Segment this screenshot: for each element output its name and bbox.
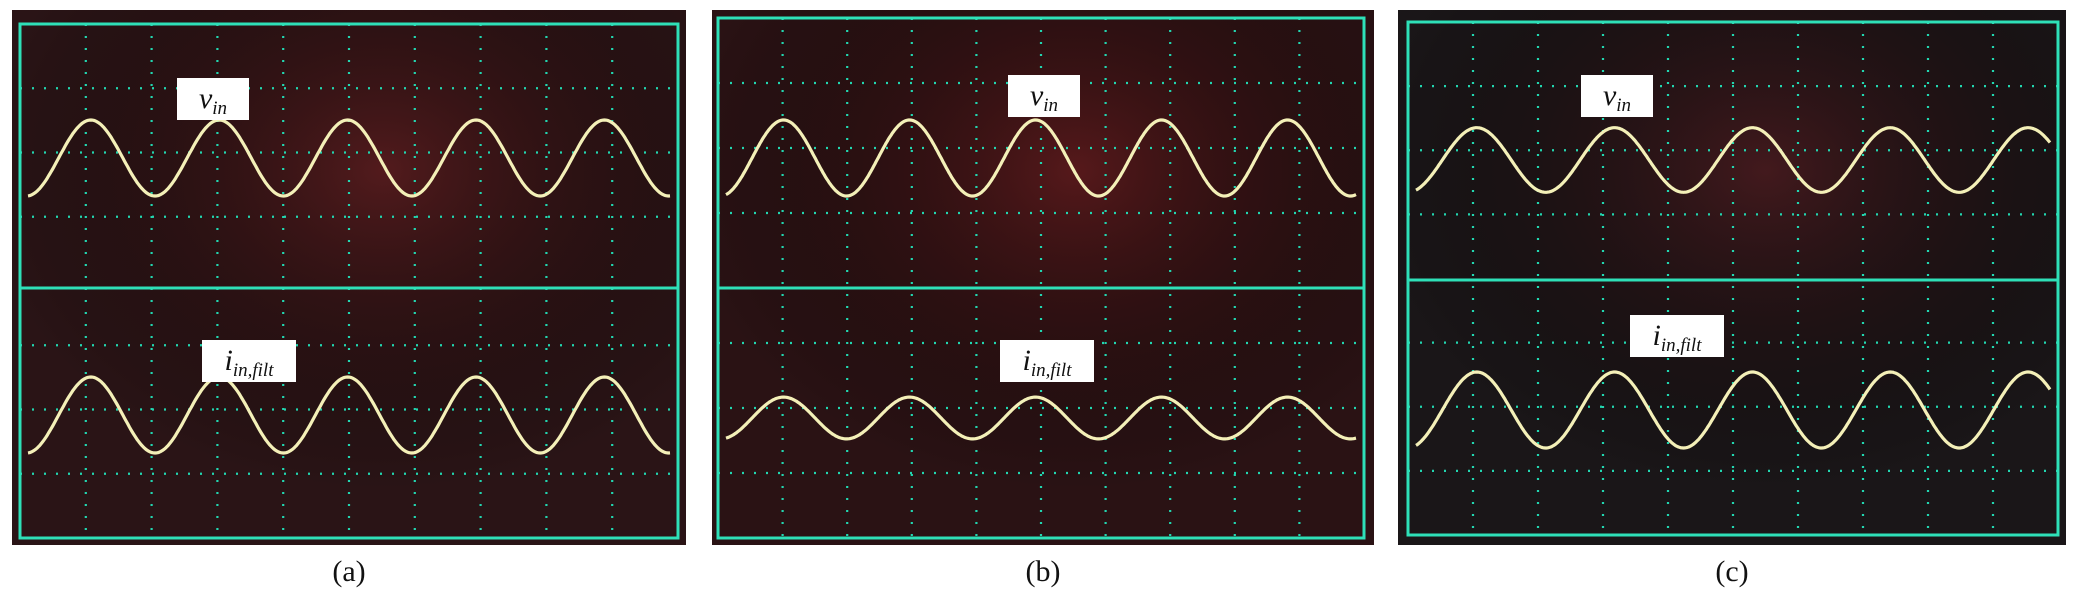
label-v-in-background — [1008, 75, 1080, 117]
panel-caption-b: (b) — [1025, 555, 1061, 588]
label-v-in: vin — [1008, 75, 1080, 117]
label-i-in-filt-text: iin,filt — [1653, 319, 1703, 356]
waveform-v-in — [27, 118, 671, 198]
label-v-in-symbol: v — [1030, 79, 1044, 112]
label-i-in-filt: iin,filt — [1000, 340, 1094, 382]
label-i-in-filt-symbol: i — [1023, 344, 1031, 377]
label-v-in: vin — [1581, 75, 1653, 117]
scope-panel-a: vin iin,filt — [12, 10, 686, 545]
label-i-in-filt-text: iin,filt — [225, 344, 275, 381]
label-i-in-filt-background — [1630, 315, 1724, 357]
panel-caption-c: (c) — [1715, 555, 1749, 588]
label-i-in-filt-subscript: in,filt — [1661, 335, 1702, 356]
label-i-in-filt-background — [1000, 340, 1094, 382]
label-v-in-text: vin — [1030, 79, 1058, 116]
panel-caption-a: (a) — [332, 555, 366, 588]
label-i-in-filt: iin,filt — [1630, 315, 1724, 357]
label-v-in: vin — [177, 78, 249, 120]
label-i-in-filt: iin,filt — [202, 340, 296, 382]
oscilloscope-plot: vin iin,filt — [12, 10, 686, 545]
screen-border — [18, 22, 680, 540]
oscilloscope-screen: vin iin,filt — [12, 10, 686, 545]
waveform-i-in-filt — [1415, 370, 2052, 450]
label-v-in-background — [177, 78, 249, 120]
label-v-in-subscript: in — [1043, 95, 1058, 116]
label-i-in-filt-subscript: in,filt — [1031, 360, 1072, 381]
label-i-in-filt-background — [202, 340, 296, 382]
label-i-in-filt-symbol: i — [225, 344, 233, 377]
oscilloscope-screen: vin iin,filt — [712, 10, 1374, 545]
waveform-i-in-filt — [725, 395, 1357, 441]
oscilloscope-plot: vin iin,filt — [712, 10, 1374, 545]
label-i-in-filt-text: iin,filt — [1023, 344, 1073, 381]
scope-panel-b: vin iin,filt — [712, 10, 1374, 545]
label-i-in-filt-subscript: in,filt — [233, 360, 274, 381]
label-v-in-text: vin — [1603, 79, 1631, 116]
label-i-in-filt-symbol: i — [1653, 319, 1661, 352]
screen-border — [716, 16, 1366, 540]
label-v-in-subscript: in — [212, 98, 227, 119]
label-v-in-text: vin — [199, 82, 227, 119]
oscilloscope-plot: vin iin,filt — [1398, 10, 2066, 545]
waveform-v-in — [725, 118, 1357, 198]
waveform-v-in — [1415, 126, 2052, 194]
label-v-in-symbol: v — [1603, 79, 1617, 112]
waveform-i-in-filt — [27, 375, 671, 455]
label-v-in-subscript: in — [1616, 95, 1631, 116]
label-v-in-background — [1581, 75, 1653, 117]
screen-glow — [1398, 10, 2066, 545]
label-v-in-symbol: v — [199, 82, 213, 115]
oscilloscope-screen: vin iin,filt — [1398, 10, 2066, 545]
scope-panel-c: vin iin,filt — [1398, 10, 2066, 545]
